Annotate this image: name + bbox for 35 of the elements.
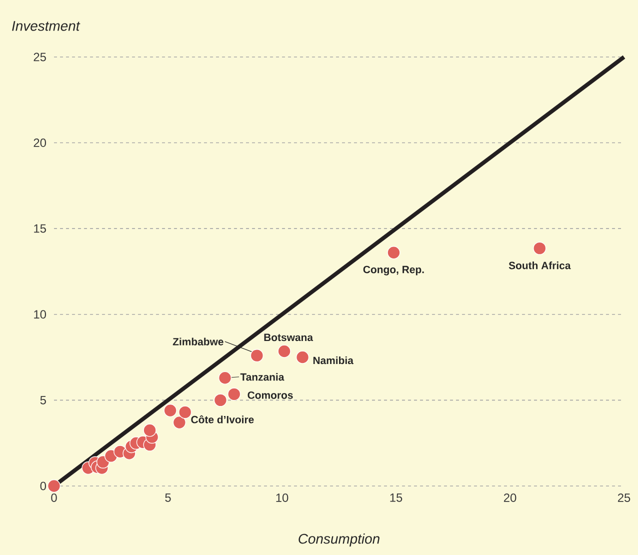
y-axis-title: Investment: [12, 21, 80, 31]
annotation: Comoros: [248, 391, 293, 399]
y-tick-label: 15: [34, 224, 46, 233]
point: [278, 344, 291, 358]
point: [164, 404, 177, 418]
point: [387, 246, 400, 260]
annotation: Botswana: [264, 334, 314, 342]
x-tick-label: 20: [504, 494, 516, 502]
annotation: South Africa: [508, 262, 571, 270]
point: [533, 242, 546, 255]
point: [218, 371, 232, 384]
point: [143, 424, 156, 437]
x-tick-label: 25: [618, 494, 630, 502]
point: [228, 388, 241, 401]
annotation: Côte d’Ivoire: [191, 415, 254, 424]
y-tick-label: 10: [34, 310, 46, 319]
annotation: Congo, Rep.: [363, 266, 424, 276]
x-axis-title: Consumption: [298, 534, 380, 546]
point: [172, 416, 186, 430]
x-tick-label: 5: [165, 494, 171, 502]
y-tick-label: 0: [40, 482, 46, 490]
x-tick-label: 0: [51, 494, 57, 502]
y-tick-label: 25: [34, 52, 46, 62]
x-tick-label: 10: [276, 494, 288, 502]
point: [178, 406, 192, 419]
y-tick-label: 5: [40, 396, 46, 404]
point: [296, 350, 310, 364]
point: [250, 349, 264, 362]
x-tick-label: 15: [390, 494, 402, 502]
annotation: Zimbabwe: [172, 338, 224, 346]
point: [47, 479, 61, 493]
annotation: Namibia: [313, 356, 354, 364]
annotation: Tanzania: [240, 373, 284, 381]
point: [214, 394, 227, 407]
y-tick-label: 20: [34, 138, 46, 148]
